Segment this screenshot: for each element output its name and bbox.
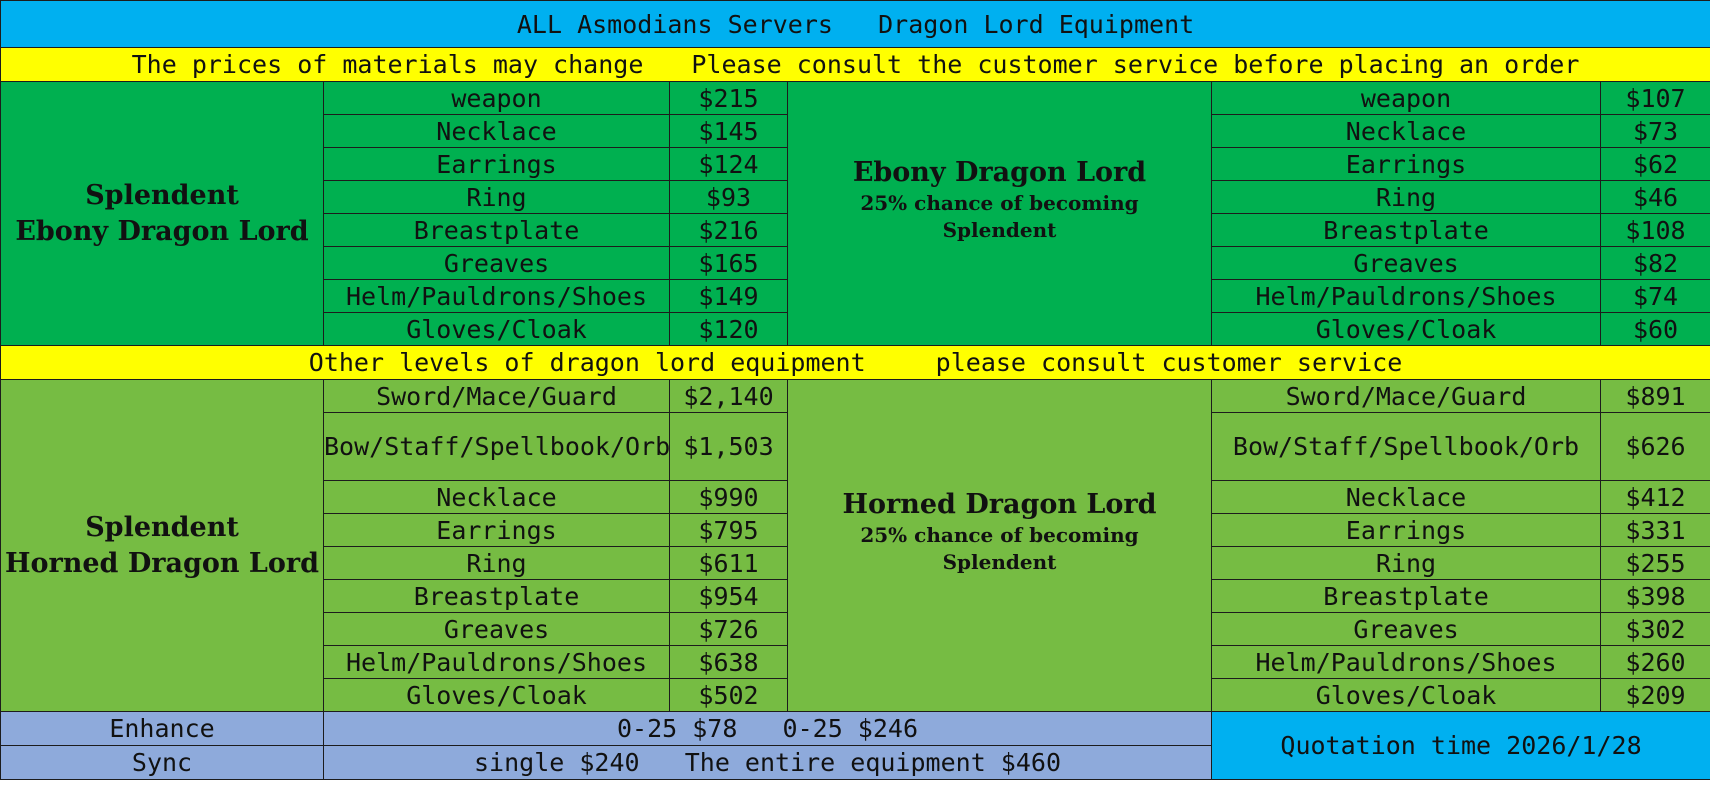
ebony-splendent-line1: Splendent — [85, 180, 239, 212]
quotation-time: Quotation time 2026/1/28 — [1210, 711, 1710, 780]
item-name: Greaves — [323, 246, 670, 280]
item-name: Breastplate — [1211, 579, 1601, 613]
item-price: $73 — [1599, 114, 1710, 148]
item-name: Helm/Pauldrons/Shoes — [323, 645, 670, 679]
item-price: $209 — [1599, 678, 1710, 712]
horned-chance-line1: 25% chance of becoming — [860, 522, 1139, 547]
item-name: Earrings — [1211, 513, 1601, 547]
item-price: $46 — [1599, 180, 1710, 214]
sheet-title: ALL Asmodians Servers Dragon Lord Equipm… — [0, 0, 1710, 48]
item-name: Sword/Mace/Guard — [323, 379, 670, 413]
item-price: $260 — [1599, 645, 1710, 679]
item-name: Ring — [1211, 546, 1601, 580]
ebony-splendent-title: Splendent Ebony Dragon Lord — [0, 81, 324, 346]
item-price: $626 — [1599, 412, 1710, 481]
ebony-chance-line1: 25% chance of becoming — [860, 190, 1139, 215]
item-price: $1,503 — [669, 412, 788, 481]
item-price: $502 — [669, 678, 788, 712]
notice-part-1: The prices of materials may change — [131, 50, 644, 79]
item-price: $412 — [1599, 480, 1710, 514]
item-price: $216 — [669, 213, 788, 247]
item-price: $108 — [1599, 213, 1710, 247]
item-name: Earrings — [1211, 147, 1601, 181]
item-price: $124 — [669, 147, 788, 181]
item-price: $120 — [669, 312, 788, 346]
item-name: Helm/Pauldrons/Shoes — [1211, 279, 1601, 313]
item-name: Ring — [323, 546, 670, 580]
sync-label: Sync — [0, 745, 324, 780]
item-name: Greaves — [1211, 612, 1601, 646]
item-price: $990 — [669, 480, 788, 514]
item-name: Necklace — [323, 114, 670, 148]
enhance-label: Enhance — [0, 711, 324, 746]
item-name: Greaves — [323, 612, 670, 646]
item-name: Breastplate — [323, 579, 670, 613]
item-name: Bow/Staff/Spellbook/Orb — [323, 412, 670, 481]
other-notice-part-1: Other levels of dragon lord equipment — [308, 348, 866, 377]
other-levels-notice: Other levels of dragon lord equipment ple… — [0, 345, 1710, 380]
horned-middle-label: Horned Dragon Lord 25% chance of becomin… — [787, 379, 1212, 712]
item-price: $60 — [1599, 312, 1710, 346]
item-price: $611 — [669, 546, 788, 580]
item-price: $331 — [1599, 513, 1710, 547]
item-price: $954 — [669, 579, 788, 613]
other-notice-part-2: please consult customer service — [935, 348, 1403, 377]
item-price: $215 — [669, 81, 788, 115]
item-price: $638 — [669, 645, 788, 679]
item-price: $145 — [669, 114, 788, 148]
item-price: $2,140 — [669, 379, 788, 413]
item-name: Gloves/Cloak — [1211, 678, 1601, 712]
ebony-middle-title: Ebony Dragon Lord — [852, 157, 1147, 189]
item-price: $795 — [669, 513, 788, 547]
ebony-splendent-line2: Ebony Dragon Lord — [15, 215, 309, 247]
item-price: $891 — [1599, 379, 1710, 413]
item-name: Necklace — [323, 480, 670, 514]
item-price: $302 — [1599, 612, 1710, 646]
item-price: $82 — [1599, 246, 1710, 280]
notice-part-2: Please consult the customer service befo… — [691, 50, 1580, 79]
item-price: $74 — [1599, 279, 1710, 313]
item-price: $398 — [1599, 579, 1710, 613]
item-name: Breastplate — [323, 213, 670, 247]
horned-splendent-line2: Horned Dragon Lord — [5, 547, 319, 579]
item-price: $62 — [1599, 147, 1710, 181]
item-name: Helm/Pauldrons/Shoes — [1211, 645, 1601, 679]
item-name: Gloves/Cloak — [1211, 312, 1601, 346]
item-name: Earrings — [323, 147, 670, 181]
item-name: Gloves/Cloak — [323, 678, 670, 712]
horned-middle-title: Horned Dragon Lord — [842, 489, 1157, 521]
enhance-value: 0-25 $78 0-25 $246 — [323, 711, 1212, 746]
item-name: Ring — [323, 180, 670, 214]
ebony-chance-line2: Splendent — [942, 217, 1057, 242]
item-price: $255 — [1599, 546, 1710, 580]
item-price: $149 — [669, 279, 788, 313]
item-name: Necklace — [1211, 114, 1601, 148]
item-name: Necklace — [1211, 480, 1601, 514]
horned-splendent-line1: Splendent — [85, 512, 239, 544]
item-name: weapon — [1211, 81, 1601, 115]
item-price: $93 — [669, 180, 788, 214]
ebony-middle-label: Ebony Dragon Lord 25% chance of becoming… — [787, 81, 1212, 346]
item-price: $107 — [1599, 81, 1710, 115]
item-name: Earrings — [323, 513, 670, 547]
item-name: Bow/Staff/Spellbook/Orb — [1211, 412, 1601, 481]
horned-splendent-title: Splendent Horned Dragon Lord — [0, 379, 324, 712]
item-name: Sword/Mace/Guard — [1211, 379, 1601, 413]
item-name: Gloves/Cloak — [323, 312, 670, 346]
item-name: Greaves — [1211, 246, 1601, 280]
item-name: Ring — [1211, 180, 1601, 214]
item-price: $726 — [669, 612, 788, 646]
item-name: Breastplate — [1211, 213, 1601, 247]
sync-value: single $240 The entire equipment $460 — [323, 745, 1212, 780]
price-change-notice: The prices of materials may change Please… — [0, 47, 1710, 82]
item-name: weapon — [323, 81, 670, 115]
item-name: Helm/Pauldrons/Shoes — [323, 279, 670, 313]
horned-chance-line2: Splendent — [942, 549, 1057, 574]
item-price: $165 — [669, 246, 788, 280]
